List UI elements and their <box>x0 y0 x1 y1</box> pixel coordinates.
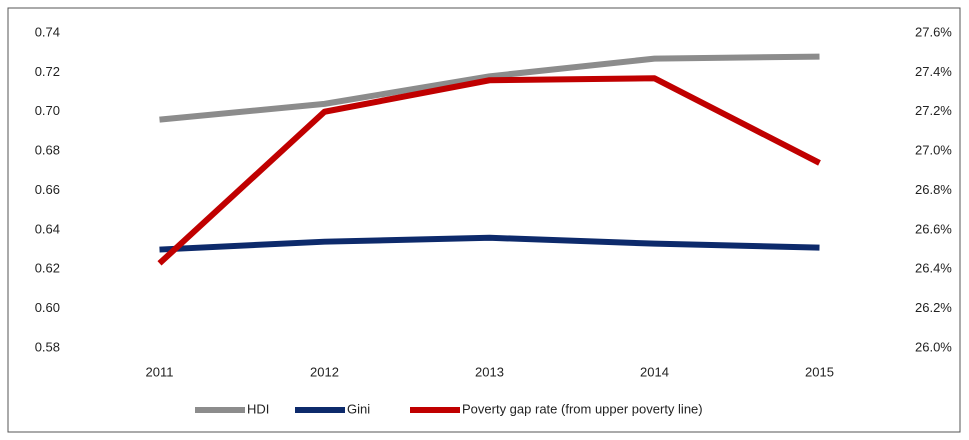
y2-tick-label: 26.8% <box>915 182 952 197</box>
y2-tick-label: 27.6% <box>915 24 952 39</box>
y2-tick-label: 26.2% <box>915 300 952 315</box>
y-tick-label: 0.66 <box>35 182 60 197</box>
y-tick-label: 0.68 <box>35 143 60 158</box>
y-tick-label: 0.74 <box>35 24 60 39</box>
series-line <box>159 53 820 123</box>
y-tick-label: 0.64 <box>35 221 60 236</box>
y2-tick-label: 27.0% <box>915 143 952 158</box>
series-line <box>159 234 820 253</box>
y2-tick-label: 26.6% <box>915 221 952 236</box>
series-line <box>157 75 821 266</box>
x-tick-label: 2015 <box>805 364 834 379</box>
legend-label: HDI <box>247 401 269 416</box>
y-tick-label: 0.72 <box>35 64 60 79</box>
x-tick-label: 2011 <box>146 364 174 379</box>
x-tick-label: 2013 <box>475 364 504 379</box>
legend-label: Poverty gap rate (from upper poverty lin… <box>462 401 703 416</box>
y2-tick-label: 26.4% <box>915 261 952 276</box>
legend-label: Gini <box>347 401 370 416</box>
y2-tick-label: 27.4% <box>915 64 952 79</box>
y-tick-label: 0.58 <box>35 339 60 354</box>
y-tick-label: 0.62 <box>35 261 60 276</box>
y-tick-label: 0.70 <box>35 103 60 118</box>
x-tick-label: 2014 <box>640 364 669 379</box>
y-tick-label: 0.60 <box>35 300 60 315</box>
y2-tick-label: 26.0% <box>915 339 952 354</box>
x-tick-label: 2012 <box>310 364 339 379</box>
y2-tick-label: 27.2% <box>915 103 952 118</box>
